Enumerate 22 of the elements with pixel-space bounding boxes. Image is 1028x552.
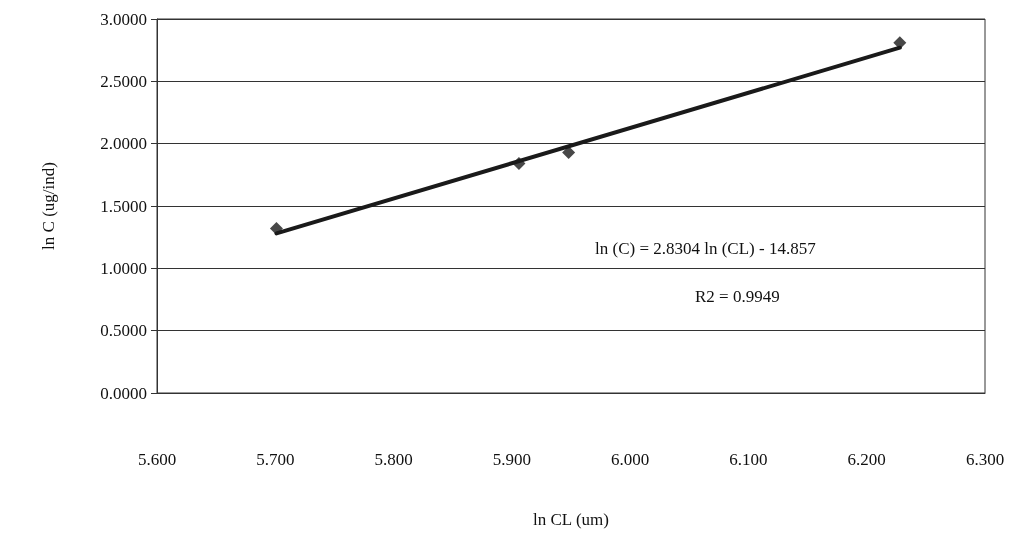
y-tick-label: 0.5000 xyxy=(100,321,147,341)
x-tick-label: 5.600 xyxy=(137,450,177,469)
y-tick-label: 0.0000 xyxy=(100,383,147,403)
y-tick-label: 1.5000 xyxy=(100,196,147,216)
y-axis-title: ln C (ug/ind) xyxy=(39,162,58,250)
annotation: ln (C) = 2.8304 ln (CL) - 14.857 xyxy=(595,239,817,258)
x-tick-label: 5.700 xyxy=(256,450,295,469)
x-tick-label: 6.200 xyxy=(847,450,886,469)
y-tick-label: 1.0000 xyxy=(100,258,147,278)
point xyxy=(512,157,526,171)
x-tick-label: 5.800 xyxy=(374,450,413,469)
x-tick-label: 5.900 xyxy=(492,450,531,469)
y-tick-label: 2.0000 xyxy=(100,134,147,154)
point xyxy=(893,36,907,50)
y-tick-label: 3.0000 xyxy=(100,9,147,29)
x-axis-title: ln CL (um) xyxy=(533,510,609,529)
x-tick-label: 6.100 xyxy=(729,450,768,469)
annotation: R2 = 0.9949 xyxy=(695,287,780,306)
y-tick-label: 2.5000 xyxy=(100,71,147,91)
x-tick-label: 6.300 xyxy=(965,450,1005,469)
x-tick-label: 6.000 xyxy=(611,450,650,469)
point xyxy=(269,221,283,235)
